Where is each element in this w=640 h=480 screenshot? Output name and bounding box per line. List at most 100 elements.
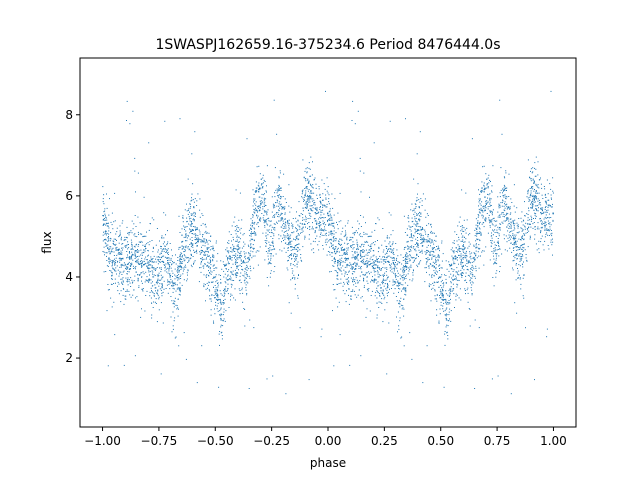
- data-point: [398, 283, 399, 285]
- data-point: [264, 220, 265, 222]
- data-point: [501, 221, 503, 223]
- data-point: [342, 285, 344, 287]
- data-point: [306, 167, 308, 169]
- data-point: [407, 255, 409, 257]
- data-point: [245, 252, 247, 254]
- data-point: [429, 252, 431, 254]
- data-point: [166, 257, 167, 259]
- data-point: [150, 264, 152, 266]
- data-point: [462, 265, 464, 267]
- data-point: [160, 289, 162, 291]
- data-point: [169, 265, 171, 267]
- data-point: [331, 219, 333, 221]
- data-point: [484, 196, 486, 198]
- data-point: [470, 262, 471, 264]
- data-point: [497, 240, 499, 242]
- data-point: [129, 252, 131, 254]
- data-point: [276, 222, 278, 224]
- data-point: [317, 223, 319, 224]
- data-point: [479, 223, 480, 225]
- data-point: [292, 218, 294, 219]
- data-point: [273, 216, 275, 218]
- data-point: [431, 265, 433, 267]
- data-point: [462, 258, 464, 260]
- data-point: [269, 276, 271, 278]
- data-point: [309, 201, 311, 203]
- data-point: [237, 231, 239, 232]
- data-point: [409, 259, 411, 261]
- data-point: [213, 264, 215, 266]
- data-point: [350, 239, 352, 241]
- data-point: [530, 226, 532, 228]
- data-point: [385, 288, 387, 290]
- data-point: [102, 240, 104, 242]
- data-point: [498, 203, 500, 205]
- data-point: [472, 257, 474, 259]
- data-point: [296, 263, 298, 265]
- data-point: [164, 270, 166, 272]
- data-point: [503, 205, 505, 207]
- data-point: [383, 276, 384, 278]
- data-point: [122, 258, 124, 260]
- data-point: [319, 222, 320, 224]
- data-point: [487, 197, 488, 199]
- data-point: [405, 287, 407, 289]
- data-point: [485, 205, 486, 207]
- data-point: [385, 245, 387, 247]
- data-point: [239, 293, 241, 295]
- data-point: [248, 252, 250, 254]
- data-point: [309, 195, 311, 196]
- data-point: [470, 268, 472, 270]
- data-point: [137, 280, 139, 282]
- data-point: [121, 236, 122, 238]
- data-point: [313, 202, 315, 204]
- data-point: [248, 259, 250, 261]
- data-point: [149, 223, 151, 224]
- data-point: [478, 198, 480, 200]
- data-point: [499, 205, 501, 207]
- data-point: [527, 217, 529, 219]
- data-point: [339, 334, 341, 336]
- data-point: [420, 198, 422, 200]
- data-point: [288, 238, 290, 240]
- data-point: [120, 259, 122, 261]
- data-point: [421, 251, 423, 252]
- data-point: [306, 199, 308, 201]
- data-point: [106, 244, 108, 246]
- data-point: [370, 262, 372, 264]
- data-point: [426, 261, 428, 262]
- data-point: [115, 282, 116, 284]
- data-point: [435, 262, 437, 264]
- data-point: [530, 178, 532, 180]
- data-point: [142, 236, 144, 238]
- data-point: [161, 284, 163, 285]
- data-point: [421, 242, 423, 244]
- data-point: [475, 253, 477, 255]
- data-point: [435, 249, 437, 251]
- data-point: [355, 277, 357, 279]
- data-point: [440, 297, 442, 299]
- data-point: [190, 225, 192, 227]
- data-point: [113, 238, 115, 240]
- data-point: [355, 282, 357, 284]
- data-point: [246, 275, 248, 277]
- data-point: [471, 274, 473, 276]
- data-point: [235, 248, 237, 250]
- data-point: [359, 157, 361, 159]
- data-point: [329, 219, 331, 221]
- data-point: [138, 255, 140, 257]
- data-point: [411, 221, 413, 223]
- data-point: [440, 281, 442, 283]
- data-point: [498, 215, 500, 217]
- data-point: [267, 263, 269, 265]
- data-point: [497, 211, 499, 213]
- data-point: [182, 221, 184, 223]
- data-point: [235, 261, 237, 263]
- data-point: [413, 235, 415, 237]
- data-point: [142, 289, 144, 291]
- data-point: [322, 245, 324, 246]
- data-point: [442, 289, 444, 291]
- data-point: [434, 239, 436, 241]
- data-point: [210, 267, 211, 269]
- data-point: [193, 249, 195, 251]
